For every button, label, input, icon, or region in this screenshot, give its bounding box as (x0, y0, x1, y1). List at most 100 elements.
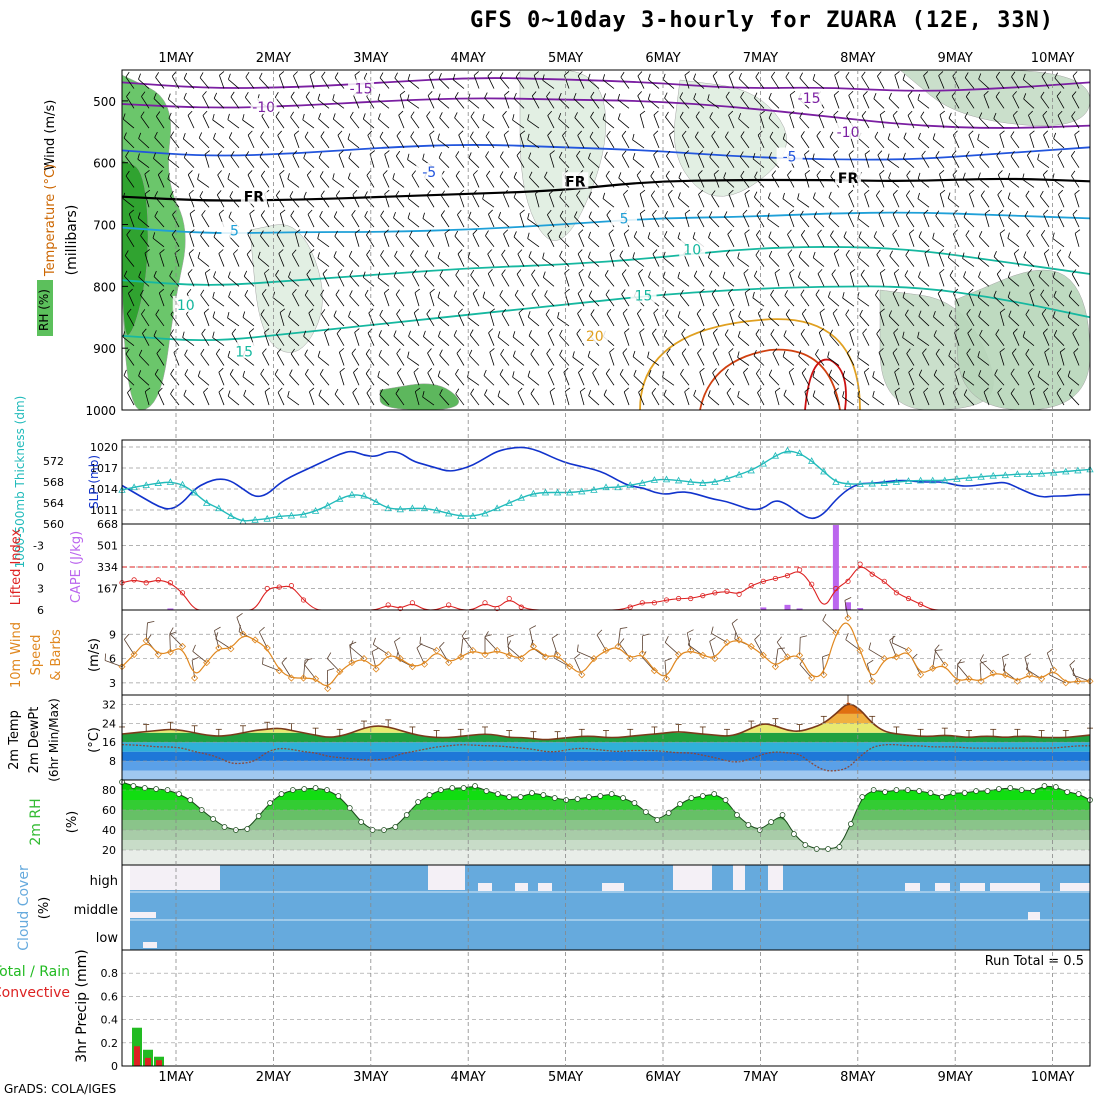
wind-barb-flag (917, 331, 920, 338)
contour-label-bg (250, 98, 277, 115)
precip-legend-total: Total / Rain (0, 964, 70, 980)
contour-label: 15 (235, 344, 253, 360)
wind-barb-flag (816, 170, 821, 176)
wind-barb (577, 253, 585, 267)
wind-barb (1007, 178, 1020, 188)
wind-barb-flag (1012, 328, 1018, 334)
wind-barb-flag (1043, 130, 1049, 136)
wind-barb (202, 115, 210, 129)
wind-barb-flag (728, 71, 734, 76)
wind-barb-flag (693, 389, 697, 396)
wind-barb (168, 98, 180, 109)
wind-barb (606, 313, 615, 327)
wind-barb (304, 236, 315, 248)
rh-marker (586, 794, 592, 800)
wind-barb (364, 216, 375, 228)
wind-barb (652, 333, 660, 346)
wind-barb-flag (338, 150, 344, 155)
wind-speed-marker (541, 653, 550, 661)
wind-barb (469, 355, 480, 366)
wind-barb (395, 235, 405, 248)
wind-barb-flag (830, 170, 835, 177)
wind-barb-flag (142, 328, 147, 334)
wind-barb-flag (707, 94, 710, 101)
wind-barb (894, 75, 900, 89)
wind-barb-flag (395, 150, 401, 157)
wind-barb-flag (617, 113, 621, 120)
wind-barb (872, 396, 885, 406)
wind-barb (426, 194, 435, 208)
wind-barb-flag (804, 150, 810, 155)
wind-barb-flag (577, 71, 583, 77)
wind-barb-flag (768, 250, 773, 257)
wind-barb-flag (333, 310, 337, 317)
rh-marker (711, 791, 718, 797)
wind-barb-flag (1053, 330, 1058, 336)
wind10m-panel (104, 596, 1094, 693)
thickness-marker (493, 504, 501, 512)
wind-barb (843, 236, 855, 248)
wind-barb-flag (126, 229, 131, 236)
wind-barb-flag (953, 130, 958, 136)
wind-barb-flag (455, 368, 459, 375)
wind-speed-marker (796, 651, 804, 659)
wind-barb-flag (182, 331, 185, 338)
wind-barb-flag (738, 72, 742, 79)
wind-barb (681, 135, 690, 149)
wind-barb-10m-flag (776, 636, 782, 643)
wind-barb (771, 175, 780, 188)
wind-barb-flag (874, 131, 879, 138)
wind-barb (377, 99, 390, 109)
wind-barb-flag (798, 271, 801, 278)
contour-label: 20 (586, 329, 604, 345)
wind-barb-flag (664, 231, 668, 237)
wind-barb-10m-flag (889, 635, 896, 641)
wind-barb-flag (318, 113, 321, 119)
wind-barb-flag (154, 210, 158, 217)
wind-barb (1052, 316, 1065, 327)
wind-barb-flag (549, 387, 556, 392)
wind-barb (904, 275, 915, 287)
wind-barb-flag (428, 71, 434, 76)
wind-barb (964, 117, 975, 129)
rh-shade-region (249, 224, 323, 353)
wind-barb-flag (771, 170, 777, 176)
lifted-index-marker (663, 597, 670, 603)
wind-barb (531, 293, 540, 307)
wind-barb (407, 79, 420, 89)
wind-barb (603, 98, 615, 109)
wind-barb-flag (472, 288, 478, 294)
thickness-marker (771, 451, 780, 459)
thickness-marker (287, 511, 296, 519)
wind-barb-10m (822, 620, 837, 633)
footer-credit: GrADS: COLA/IGES (4, 1082, 117, 1096)
wind-barb-flag (309, 249, 315, 254)
wind-barb (812, 159, 825, 168)
rh-band (122, 840, 1090, 850)
thickness-marker (916, 476, 925, 484)
wind-barb-flag (878, 348, 884, 353)
wind-barb (893, 273, 900, 287)
wind-barb (633, 236, 645, 248)
wind-barb (519, 213, 525, 228)
wind-barb-flag (978, 370, 982, 376)
wind-barb-flag (154, 191, 158, 197)
wind-barb (1007, 238, 1020, 248)
wind-barb-flag (497, 390, 501, 397)
wind-barb (427, 352, 435, 366)
wind-barb-flag (677, 271, 681, 278)
wind-barb-10m-flag (1002, 653, 1010, 658)
wind-barb (517, 392, 525, 406)
wind-barb-flag (468, 349, 473, 356)
wind-barb (366, 96, 375, 109)
rh-marker (916, 788, 923, 794)
wind-barb-flag (965, 150, 970, 157)
thickness-marker (251, 515, 259, 523)
date-label-top: 10MAY (1031, 51, 1075, 66)
wind-barb (559, 215, 570, 228)
wind-barb (602, 119, 615, 129)
wind-barb (772, 352, 780, 366)
rh-marker (836, 844, 843, 850)
wind-barb-flag (171, 71, 177, 77)
wind-barb (218, 253, 225, 267)
